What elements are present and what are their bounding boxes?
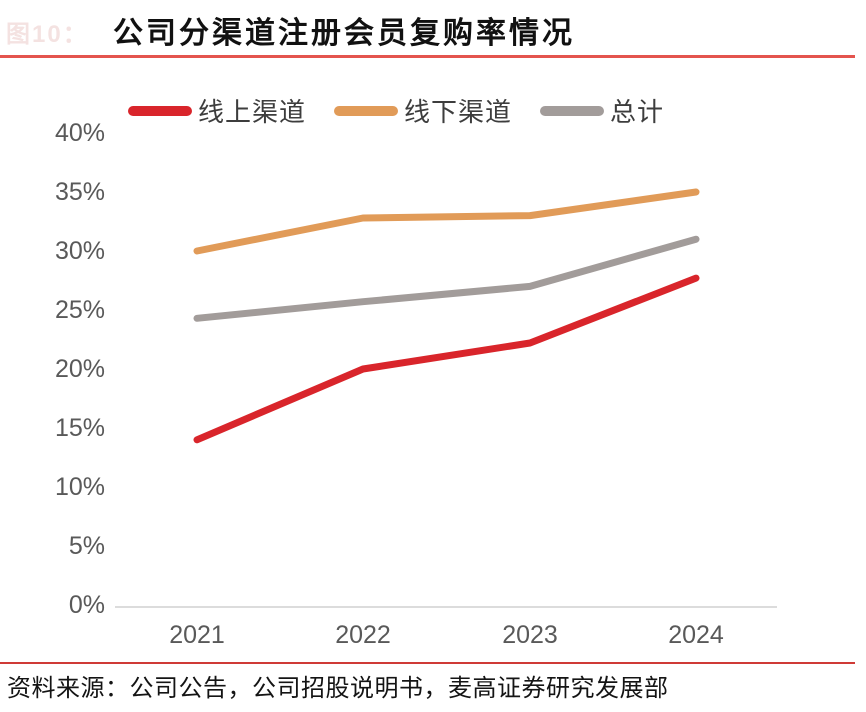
legend-swatch-total xyxy=(540,105,605,116)
legend-label-total: 总计 xyxy=(610,98,665,127)
y-tick-40: 40% xyxy=(54,119,105,147)
legend-swatch-offline xyxy=(334,105,399,116)
legend-label-offline: 线下渠道 xyxy=(404,98,513,127)
source-note-clipped-next-line: 资料来源：公司公告，公司招股说明书，麦高证券研究发展部 xyxy=(7,706,669,712)
x-axis-line xyxy=(115,606,777,608)
chart-legend: 线上渠道 线下渠道 总计 xyxy=(128,92,664,129)
line-online xyxy=(193,274,700,444)
x-tick-2023: 2023 xyxy=(502,621,558,649)
chart-title: 公司分渠道注册会员复购率情况 xyxy=(113,17,575,50)
legend-item-online: 线上渠道 xyxy=(128,92,306,129)
line-offline xyxy=(193,188,700,255)
legend-label-online: 线上渠道 xyxy=(198,98,307,127)
legend-item-offline: 线下渠道 xyxy=(334,92,512,129)
legend-swatch-online xyxy=(128,105,192,116)
x-tick-2022: 2022 xyxy=(335,621,391,649)
y-tick-0: 0% xyxy=(68,591,105,619)
x-tick-2021: 2021 xyxy=(169,621,225,649)
source-note: 资料来源：公司公告，公司招股说明书，麦高证券研究发展部 xyxy=(7,676,669,702)
title-divider-rule xyxy=(0,55,855,58)
y-tick-15: 15% xyxy=(54,414,105,442)
x-tick-2024: 2024 xyxy=(668,621,724,649)
line-total xyxy=(193,235,700,322)
y-tick-5: 5% xyxy=(68,532,105,560)
footer-divider-rule xyxy=(0,662,855,664)
y-tick-20: 20% xyxy=(54,355,105,383)
y-tick-25: 25% xyxy=(54,296,105,324)
legend-item-total: 总计 xyxy=(540,92,664,129)
figure-number-label: 图10： xyxy=(6,21,89,48)
y-tick-30: 30% xyxy=(54,237,105,265)
y-tick-10: 10% xyxy=(54,473,105,501)
y-tick-35: 35% xyxy=(54,178,105,206)
